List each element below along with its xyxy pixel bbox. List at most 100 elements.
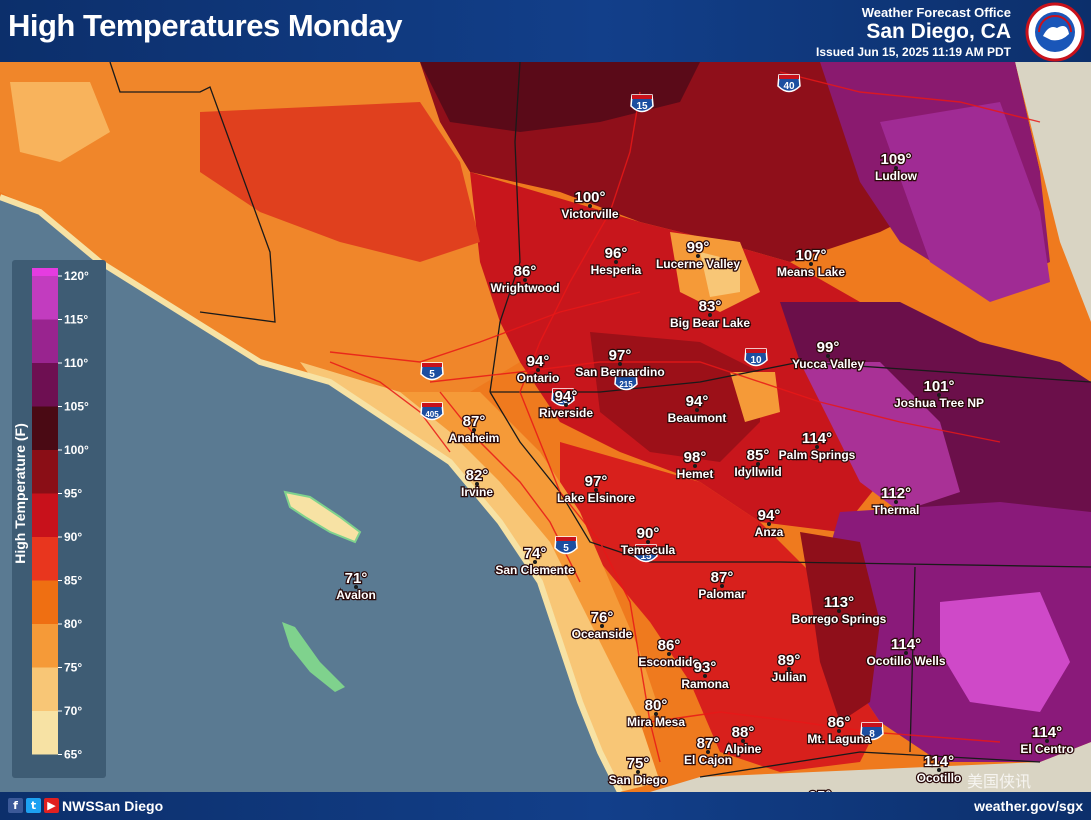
city-name: Ontario [517,371,560,385]
city-name: El Cajon [684,753,732,767]
legend-tick-label: 70° [64,704,82,718]
legend-swatch [32,667,58,711]
city-temperature: 112° [881,485,911,502]
city-temperature: 109° [880,151,911,168]
city-label: 94°Anza [753,506,784,541]
city-label: 93°Ramona [680,658,730,693]
svg-text:5: 5 [563,543,569,554]
city-temperature: 87° [697,735,720,752]
city-name: Oceanside [572,627,633,641]
website-link[interactable]: weather.gov/sgx [974,798,1083,814]
city-label: 83°Big Bear Lake [669,297,752,332]
interstate-5-shield: 5 [554,536,578,555]
city-temperature: 98° [684,449,707,466]
coastline [0,194,623,792]
city-temperature: 97° [585,473,608,490]
city-label: 109°Ludlow [874,150,919,185]
city-label: 88°Alpine [723,723,762,758]
facebook-icon[interactable]: f [8,798,23,813]
city-temperature: 75° [627,755,650,772]
city-label: 87°El Cajon [683,734,734,769]
legend-tick-label: 85° [64,574,82,588]
city-temperature: 89° [778,652,801,669]
zone-mountains-darkred [800,532,880,722]
city-temperature: 88° [732,724,755,741]
city-temperature: 99° [817,339,840,356]
zone-mojave-magenta [880,102,1050,302]
svg-text:8: 8 [869,729,875,740]
interstate-10-shield: 10 [744,348,768,367]
temperature-legend: 120° 115° 110° 105° 100° 95° 90° 85° 80° 75° 70° 65… [12,260,106,778]
city-label: 114°Palm Springs [777,429,857,464]
city-label: 94°Beaumont [666,392,727,427]
zone-inland-deep-red [590,332,760,462]
city-name: Palomar [698,587,746,601]
city-name: Anaheim [449,431,500,445]
zone-big-bear-light [700,252,740,297]
city-temperature: 86° [828,714,851,731]
page-title: High Temperatures Monday [8,8,402,43]
city-name: Palm Springs [779,448,856,462]
zone-coachella [780,302,1091,532]
city-name: Ocotillo Wells [866,654,945,668]
nws-logo-icon [1025,2,1085,62]
legend-swatch [32,268,58,276]
zone-desert-north-hot [420,62,700,132]
svg-text:405: 405 [425,410,439,419]
interstate-405-shield: 405 [420,402,444,421]
city-name: San Diego [609,773,668,787]
twitter-icon[interactable]: t [26,798,41,813]
city-label: 107°Means Lake [776,246,847,281]
city-label: 95°Campo [807,787,832,792]
zone-mountains-red [560,442,880,772]
city-label: 94°Riverside [538,387,595,422]
city-name: Idyllwild [734,465,781,479]
footer-bar: f t ▶ NWSSan Diego weather.gov/sgx [0,792,1091,820]
city-name: Borrego Springs [792,612,887,626]
interstate-15-shield: 15 [634,544,658,563]
city-label: 71°Avalon [335,569,377,604]
city-label: 114°Ocotillo [915,752,962,787]
city-label: 75°San Diego [607,754,668,789]
office-city: San Diego, CA [866,20,1011,43]
city-label: 86°Wrightwood [489,262,561,297]
santa-catalina-island [283,490,362,544]
city-label: 99°Yucca Valley [791,338,866,373]
city-temperature: 95° [809,788,832,792]
legend-swatch [32,493,58,537]
city-temperature: 97° [609,347,632,364]
legend-swatch [32,580,58,624]
city-label: 94°Ontario [515,352,560,387]
city-name: Joshua Tree NP [894,396,984,410]
city-label: 86°Mt. Laguna [806,713,872,748]
legend-swatch [32,624,58,668]
interstate-215-shield: 215 [614,372,638,391]
zone-coachella-magenta [800,362,960,512]
office-block: Weather Forecast Office San Diego, CA Is… [816,5,1011,59]
city-temperature: 94° [527,353,550,370]
city-temperature: 113° [824,594,854,611]
city-name: Victorville [561,207,618,221]
city-temperature: 82° [466,467,489,484]
legend-swatch [32,711,58,755]
city-name: Ramona [681,677,729,691]
city-temperature: 101° [923,378,954,395]
city-temperature: 114° [891,636,921,653]
city-label: 97°San Bernardino [574,346,666,381]
watermark: 美国侠讯 [966,772,1031,791]
pacific-ocean [0,197,620,792]
svg-text:15: 15 [636,101,648,112]
county-border [909,566,916,753]
highway-line [429,361,1001,443]
city-temperature: 94° [686,393,709,410]
city-label: 98°Hemet [675,448,714,483]
city-label: 112°Thermal [871,484,920,519]
youtube-icon[interactable]: ▶ [44,798,59,813]
city-temperature: 100° [574,189,605,206]
city-label: 85°Idyllwild [733,446,783,481]
city-name: Lucerne Valley [656,257,740,271]
city-name: Escondido [638,655,699,669]
city-name: Ocotillo [917,771,962,785]
zone-north-la-light [10,82,110,162]
